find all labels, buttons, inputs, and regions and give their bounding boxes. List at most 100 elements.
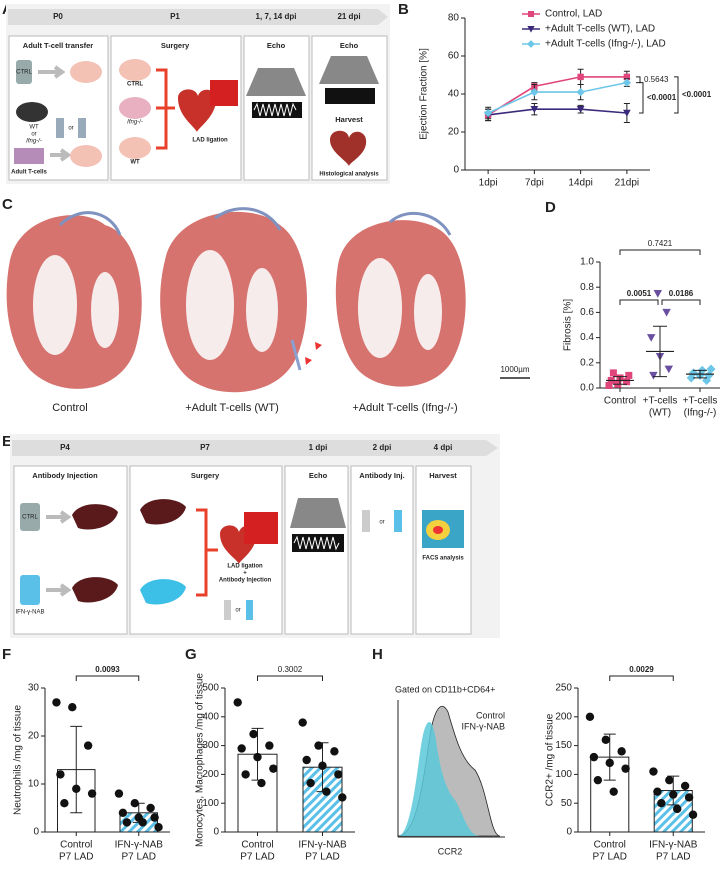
y-tick-label: 40	[448, 89, 460, 100]
ventricle	[358, 258, 402, 358]
data-point	[585, 712, 595, 721]
data-point	[150, 813, 159, 822]
data-point	[72, 784, 81, 793]
mouse-icon	[16, 102, 48, 122]
vial-icon	[16, 60, 32, 84]
significance-bracket	[609, 675, 674, 681]
data-point	[622, 78, 632, 87]
cells-icon	[14, 148, 44, 164]
bracket-icon	[196, 508, 218, 597]
pup-icon	[140, 499, 186, 525]
data-point	[605, 381, 613, 389]
ventricle	[246, 268, 278, 352]
arrow-icon	[46, 510, 72, 597]
data-point	[680, 781, 690, 791]
data-point	[665, 775, 674, 785]
data-point	[684, 793, 694, 802]
note: or	[68, 126, 73, 132]
arrow-icon	[50, 148, 72, 162]
significance-bracket	[639, 82, 644, 114]
y-tick-label: 0.6	[580, 307, 594, 318]
x-tick-label: Control	[594, 840, 626, 851]
note: IFN-γ-NAB	[16, 610, 45, 616]
y-tick-label: 100	[555, 769, 572, 780]
data-point	[662, 308, 671, 317]
bracket-icon	[156, 68, 175, 150]
panel-e: P4 P7 1 dpi 2 dpi 4 dpi Antibody Injecti…	[10, 434, 500, 638]
x-tick-label: Control	[60, 840, 92, 851]
data-point	[673, 804, 682, 814]
x-tick-label: 14dpi	[568, 178, 592, 189]
y-tick-label: 10	[28, 779, 40, 790]
error-bar	[603, 733, 616, 781]
data-point	[688, 810, 698, 819]
timeline-arrow	[8, 9, 388, 25]
significance-bracket	[619, 299, 659, 305]
x-tick-label: P7 LAD	[305, 852, 339, 863]
data-point	[330, 747, 339, 756]
timeline-label: 4 dpi	[434, 443, 453, 452]
step-box	[13, 465, 128, 635]
error-bar	[653, 325, 667, 378]
x-tick-label: 7dpi	[525, 178, 544, 189]
syringe-icon	[56, 118, 64, 138]
x-tick-label: IFN-γ-NAB	[115, 840, 164, 851]
legend-label: +Adult T-cells (Ifng-/-), LAD	[545, 39, 666, 50]
pup-icon	[70, 145, 102, 167]
error-bar	[613, 376, 627, 385]
vial-icon	[20, 503, 40, 531]
significance-bracket	[75, 675, 140, 681]
step-box	[350, 465, 414, 635]
data-point	[647, 334, 656, 342]
step-title: Harvest	[429, 471, 457, 480]
ventricle	[33, 255, 77, 355]
y-tick-label: 0.2	[580, 357, 594, 368]
y-tick-label: 0.8	[580, 282, 594, 293]
echo-icon	[290, 498, 346, 528]
data-point	[68, 703, 77, 712]
timeline-label: P4	[60, 443, 70, 452]
y-axis-label: Neutrophils /mg of tissue	[13, 705, 24, 815]
x-tick-label: IFN-γ-NAB	[649, 840, 698, 851]
x-tick-label: P7 LAD	[59, 852, 93, 863]
data-point	[314, 741, 323, 750]
pup-icon	[119, 59, 151, 81]
timeline-arrow	[12, 440, 498, 456]
step-title: Adult T-cell transfer	[23, 41, 94, 50]
panel-label: F	[2, 646, 11, 663]
data-point	[664, 365, 673, 374]
ecg-icon	[325, 88, 375, 104]
series-line	[487, 81, 628, 114]
y-axis-label: Monocytes, Macrophages /mg of tissue	[195, 673, 206, 847]
panel-label: E	[2, 433, 12, 450]
data-point	[233, 698, 242, 707]
arrowhead	[315, 342, 322, 350]
echo-icon	[246, 68, 306, 96]
timeline-label: 1, 7, 14 dpi	[256, 12, 297, 21]
ecg-icon	[292, 534, 344, 552]
fibrosis-streak	[290, 339, 302, 371]
data-point	[576, 106, 585, 114]
y-tick-label: 150	[555, 740, 572, 751]
data-point	[322, 787, 331, 796]
data-point	[83, 741, 93, 750]
vial-icon	[20, 575, 40, 605]
legend-marker	[527, 40, 535, 48]
y-tick-label: 80	[448, 13, 460, 24]
note: FACS analysis	[422, 556, 464, 562]
x-axis-label: CCR2	[438, 846, 463, 856]
data-point	[130, 799, 139, 808]
data-point	[589, 752, 599, 762]
syringe-icon	[394, 510, 402, 532]
section-label: +Adult T-cells (Ifng-/-)	[352, 402, 457, 414]
significance-bracket	[661, 299, 701, 305]
note: Histological analysis	[319, 172, 379, 178]
timeline-label: 2 dpi	[373, 443, 392, 452]
y-axis-label: Ejection Fraction [%]	[419, 48, 430, 140]
data-point	[60, 799, 69, 808]
timeline-label: P7	[200, 443, 210, 452]
data-point	[530, 106, 539, 114]
pup-icon	[119, 97, 151, 119]
step-title: Surgery	[191, 471, 220, 480]
surgery-icon	[244, 512, 278, 544]
